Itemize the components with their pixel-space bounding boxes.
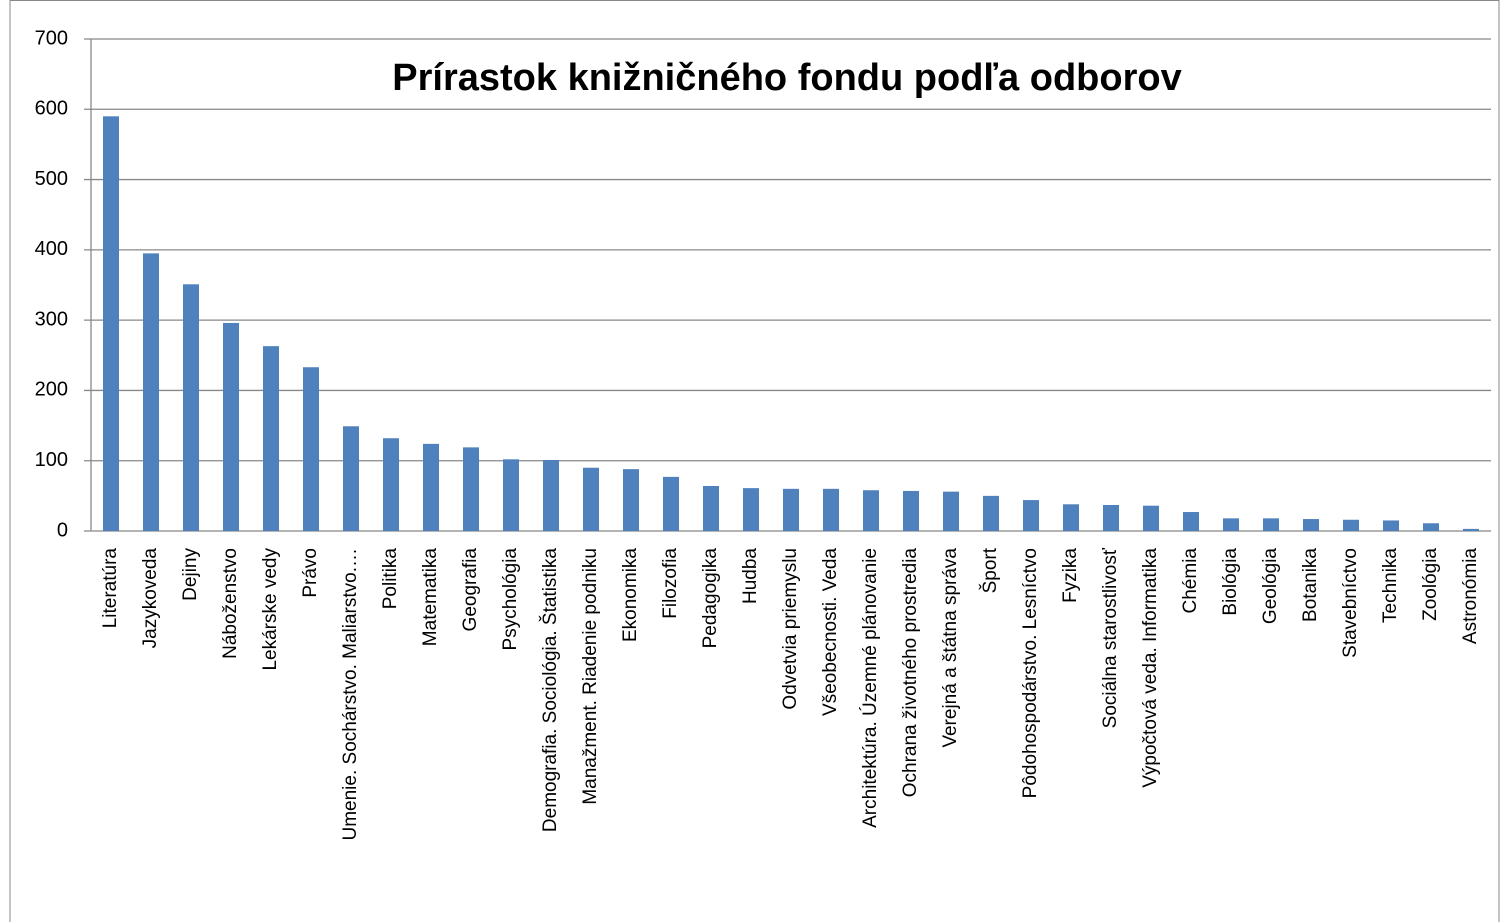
x-tick-label: Dejiny [180,548,201,601]
y-tick-label: 700 [35,27,68,49]
x-tick-label: Botanika [1300,548,1321,622]
x-tick-label: Biológia [1220,548,1241,616]
x-tick-label: Hudba [740,548,761,604]
x-tick-label: Geografia [460,548,481,632]
bar [423,443,439,531]
bar [503,459,519,531]
bar [1143,505,1159,531]
bar [1223,518,1239,531]
bar [743,488,759,531]
y-tick-label: 100 [35,449,68,471]
bar [583,467,599,531]
bar [1183,512,1199,531]
bar [183,284,199,531]
bar [383,438,399,531]
x-tick-label: Ekonomika [620,548,641,642]
bar [303,367,319,531]
bar [1463,528,1479,531]
x-tick-label: Verejná a štátna správa [940,548,961,748]
bar [903,490,919,531]
x-tick-label: Astronómia [1460,548,1481,645]
x-tick-label: Umenie. Sochárstvo. Maliarstvo.… [340,548,361,841]
bar [103,116,119,532]
bar [863,490,879,531]
x-tick-label: Jazykoveda [140,548,161,649]
chart-title: Prírastok knižničného fondu podľa odboro… [392,57,1181,99]
x-tick-label: Fyzika [1060,548,1081,603]
bar [343,426,359,531]
bar [823,488,839,531]
x-tick-label: Sociálna starostlivosť [1100,547,1121,728]
y-tick-label: 400 [35,238,68,260]
x-tick-label: Architektúra. Územné plánovanie [859,548,881,828]
x-tick-label: Matematika [420,548,441,647]
bar [943,491,959,531]
bar [543,460,559,531]
x-tick-label: Šport [979,547,1001,593]
bar [223,322,239,531]
bar [143,253,159,531]
y-tick-label: 600 [35,98,68,120]
y-tick-label: 0 [57,519,68,541]
x-tick-label: Právo [300,548,321,598]
x-tick-label: Demografia. Sociológia. Štatistika [539,548,561,833]
x-tick-label: Zoológia [1420,548,1441,621]
y-tick-label: 300 [35,308,68,330]
x-tick-label: Odvetvia priemyslu [780,548,801,710]
bar [1383,520,1399,531]
x-tick-label: Pôdohospodárstvo. Lesníctvo [1020,548,1041,798]
x-tick-label: Filozofia [660,548,681,619]
bar [783,488,799,531]
bar [703,486,719,531]
x-tick-label: Ochrana životného prostredia [900,548,921,798]
bar [1063,504,1079,531]
x-tick-label: Pedagogika [700,548,721,649]
x-tick-label: Náboženstvo [220,548,241,659]
bar [263,346,279,531]
y-tick-label: 200 [35,379,68,401]
x-tick-label: Výpočtová veda. Informatika [1140,548,1161,788]
y-tick-label: 500 [35,168,68,190]
bar [1303,519,1319,531]
x-tick-label: Manažment. Riadenie podniku [580,548,601,805]
x-tick-label: Chémia [1180,548,1201,614]
bar [1103,504,1119,531]
bar [1023,500,1039,531]
x-tick-label: Politika [380,548,401,610]
x-tick-label: Lekárske vedy [260,548,281,671]
x-tick-label: Všeobecnosti. Veda [820,548,841,716]
bar [663,476,679,531]
bar [1343,519,1359,531]
bar [463,447,479,531]
x-tick-label: Geológia [1260,548,1281,624]
x-tick-label: Technika [1380,548,1401,623]
bar [1423,523,1439,531]
x-tick-label: Psychológia [500,548,521,651]
bar [1263,518,1279,531]
x-tick-label: Literatúra [100,548,121,629]
x-tick-label: Stavebníctvo [1340,548,1361,658]
bar [623,469,639,531]
bar [983,495,999,531]
